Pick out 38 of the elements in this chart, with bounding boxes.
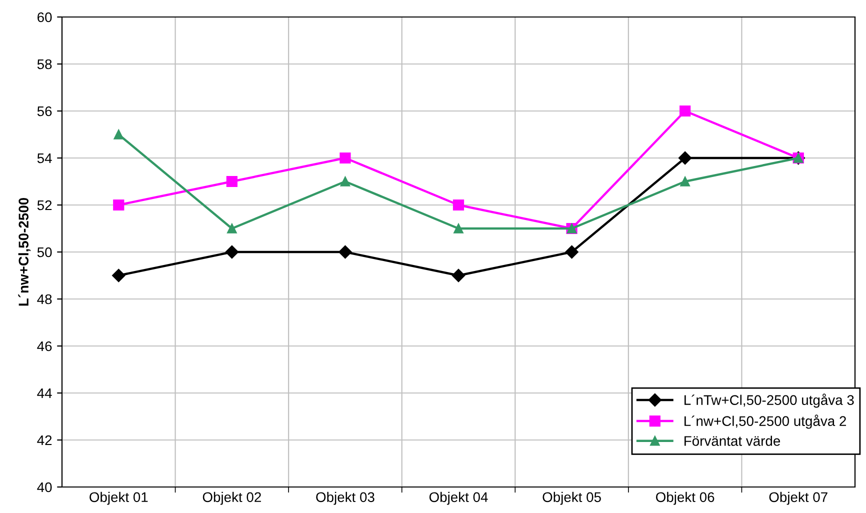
- point: [340, 176, 350, 186]
- point: [452, 199, 464, 211]
- y-tick-label: 40: [37, 482, 52, 492]
- y-tick-label: 54: [37, 153, 52, 164]
- point: [227, 224, 237, 234]
- point: [340, 152, 351, 164]
- legend-label: L´nTw+Cl,50-2500 utgåva 3: [684, 394, 854, 408]
- x-tick-label: Objekt 06: [656, 492, 714, 505]
- point: [680, 176, 690, 186]
- point: [452, 268, 466, 282]
- x-tick-label: Objekt 01: [90, 492, 148, 505]
- y-tick-label: 56: [37, 106, 52, 116]
- x-tick-label: Objekt 02: [202, 492, 261, 505]
- point: [225, 245, 239, 259]
- point: [565, 245, 578, 259]
- y-tick-label: 50: [37, 247, 52, 258]
- legend-label: L´nw+Cl,50-2500 utgåva 2: [684, 414, 846, 429]
- x-tick-label: Objekt 03: [316, 492, 374, 505]
- y-axis-title: L´nw+Cl,50-2500: [18, 198, 31, 306]
- y-tick-label: 46: [37, 341, 52, 352]
- point: [114, 130, 124, 140]
- x-tick-label: Objekt 07: [769, 492, 828, 505]
- point: [454, 224, 464, 234]
- point: [112, 268, 126, 282]
- point: [226, 176, 238, 188]
- x-tick-label: Objekt 05: [542, 492, 601, 505]
- point: [680, 105, 691, 117]
- y-tick-label: 60: [38, 12, 52, 22]
- point: [113, 199, 124, 211]
- point: [678, 151, 692, 165]
- x-tick-label: Objekt 04: [429, 492, 488, 505]
- point: [338, 245, 352, 259]
- y-tick-label: 44: [37, 388, 52, 398]
- legend-label: Förväntat värde: [684, 436, 780, 446]
- y-tick-label: 48: [37, 294, 52, 304]
- y-tick-label: 42: [37, 435, 52, 446]
- y-tick-label: 58: [37, 59, 52, 70]
- y-tick-label: 52: [37, 200, 52, 210]
